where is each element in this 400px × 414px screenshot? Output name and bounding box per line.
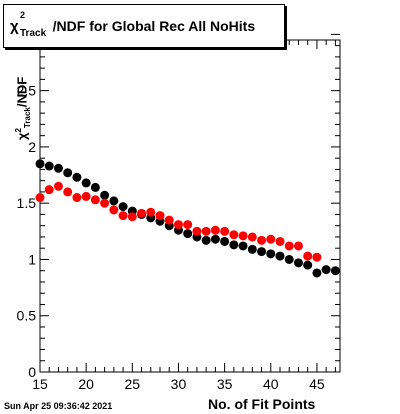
data-point-series-1 [118, 202, 128, 212]
ylabel-chi: χ [14, 132, 30, 140]
data-point-series-1 [109, 196, 119, 206]
data-point-series-2 [155, 211, 165, 221]
data-point-series-2 [220, 226, 230, 236]
data-point-series-1 [183, 229, 193, 239]
data-point-series-2 [183, 220, 193, 230]
x-axis-label: No. of Fit Points [208, 396, 316, 412]
title-subscript: Track [20, 27, 47, 39]
data-point-series-2 [63, 187, 73, 197]
data-point-series-1 [229, 240, 239, 250]
ylabel-subscript: Track [22, 107, 32, 129]
x-tick-label: 40 [263, 376, 279, 392]
data-point-series-2 [312, 252, 322, 262]
y-tick-label: 1.5 [17, 195, 37, 211]
data-point-series-2 [229, 230, 239, 240]
data-point-series-2 [127, 212, 137, 222]
data-point-series-2 [137, 208, 147, 218]
x-tick-label: 35 [217, 376, 233, 392]
x-tick-label: 30 [171, 376, 187, 392]
data-point-series-2 [173, 220, 183, 230]
y-tick-label: 2.5 [17, 83, 37, 99]
data-point-series-1 [100, 190, 110, 200]
data-point-series-2 [293, 241, 303, 251]
data-point-series-1 [81, 178, 91, 188]
data-point-series-2 [44, 185, 54, 195]
data-point-series-2 [72, 193, 82, 203]
x-tick-label: 25 [125, 376, 141, 392]
data-point-series-1 [35, 159, 45, 169]
data-point-series-1 [312, 268, 322, 278]
data-point-series-2 [35, 193, 45, 203]
y-axis-label: χ2Track/NDF [14, 77, 32, 140]
x-tick-label: 45 [309, 376, 325, 392]
data-point-series-2 [118, 211, 128, 221]
data-point-series-2 [109, 205, 119, 215]
data-point-series-2 [238, 231, 248, 241]
data-point-series-1 [53, 163, 63, 173]
data-point-series-2 [100, 198, 110, 208]
data-point-series-2 [303, 251, 313, 261]
ylabel-text: /NDF [14, 76, 30, 108]
title-chi: χ [10, 17, 19, 35]
data-point-series-1 [330, 266, 340, 276]
data-point-series-2 [81, 191, 91, 201]
data-point-series-1 [293, 258, 303, 268]
ylabel-superscript: 2 [14, 128, 23, 133]
data-point-series-2 [192, 226, 202, 236]
data-point-series-1 [275, 251, 285, 261]
data-point-series-1 [321, 265, 331, 275]
y-tick-label: 0 [28, 364, 36, 380]
data-point-series-1 [303, 260, 313, 270]
y-tick-label: 0.5 [17, 308, 37, 324]
data-point-series-1 [90, 182, 100, 192]
data-point-series-1 [201, 235, 211, 245]
data-point-series-1 [266, 249, 276, 259]
data-point-series-1 [63, 168, 73, 178]
data-point-series-2 [164, 215, 174, 225]
data-point-series-1 [44, 161, 54, 171]
data-point-series-2 [146, 207, 156, 217]
data-point-series-2 [201, 226, 211, 236]
data-point-series-1 [220, 236, 230, 246]
x-tick-label: 15 [32, 376, 48, 392]
data-point-series-2 [275, 236, 285, 246]
title-superscript: 2 [20, 9, 26, 20]
data-point-series-1 [72, 172, 82, 182]
y-tick-label: 2 [28, 139, 36, 155]
data-point-series-2 [266, 234, 276, 244]
chart-title: /NDF for Global Rec All NoHits [52, 18, 256, 34]
data-point-series-2 [284, 241, 294, 251]
timestamp: Sun Apr 25 09:36:42 2021 [4, 401, 113, 411]
y-tick-label: 1 [28, 251, 36, 267]
data-point-series-2 [53, 181, 63, 191]
x-tick-label: 20 [78, 376, 94, 392]
data-point-series-1 [247, 244, 257, 254]
data-point-series-2 [247, 232, 257, 242]
data-point-series-2 [210, 225, 220, 235]
data-point-series-1 [210, 234, 220, 244]
data-point-series-1 [238, 241, 248, 251]
data-point-series-2 [90, 195, 100, 205]
data-point-series-1 [257, 247, 267, 257]
data-point-series-2 [257, 235, 267, 245]
data-point-series-1 [284, 254, 294, 264]
plot-frame [39, 39, 341, 373]
chart-title-box: χ 2 Track /NDF for Global Rec All NoHits [3, 4, 285, 48]
title-chi-symbol: χ 2 Track [10, 10, 46, 39]
